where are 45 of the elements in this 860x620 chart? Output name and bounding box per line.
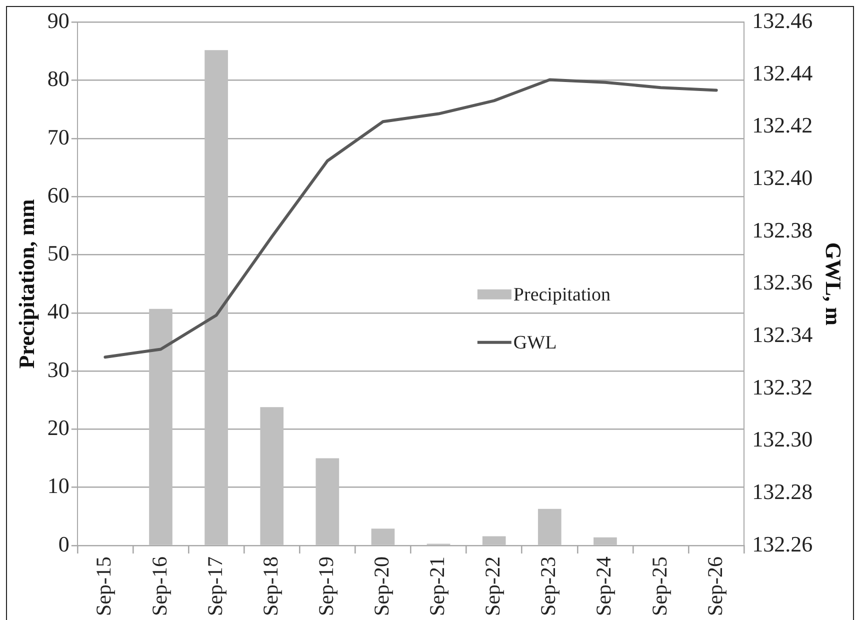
y2-axis-title: GWL, m: [821, 242, 846, 326]
y2-tick-label: 132.30: [752, 426, 813, 452]
y2-tick-label: 132.34: [752, 322, 813, 347]
y2-tick-label: 132.28: [752, 478, 813, 504]
x-tick-label: Sep-17: [202, 556, 227, 616]
x-tick-label: Sep-22: [480, 556, 505, 616]
y2-tick-label: 132.38: [752, 217, 813, 242]
x-tick-label: Sep-15: [92, 556, 116, 616]
x-tick-label: Sep-23: [536, 556, 560, 616]
bar: [538, 508, 562, 545]
y-tick-label: 0: [58, 531, 70, 556]
x-tick-label: Sep-21: [425, 556, 450, 616]
y2-tick-label: 132.40: [752, 164, 813, 190]
y2-tick-label: 132.36: [752, 270, 813, 295]
x-tick-label: Sep-19: [314, 556, 338, 616]
y-tick-label: 10: [47, 473, 70, 498]
y-tick-label: 60: [47, 182, 70, 208]
y-tick-label: 30: [47, 356, 70, 382]
y2-tick-label: 132.42: [752, 112, 813, 138]
x-tick-label: Sep-16: [147, 556, 172, 616]
bar: [371, 528, 395, 545]
legend-label: Precipitation: [513, 284, 612, 306]
y2-tick-label: 132.46: [752, 8, 813, 33]
bar: [594, 537, 617, 545]
y2-tick-label: 132.32: [752, 374, 813, 400]
bar: [316, 458, 340, 545]
y-tick-label: 80: [47, 66, 70, 92]
x-tick-label: Sep-25: [647, 556, 672, 616]
bar: [204, 50, 228, 545]
x-tick-label: Sep-26: [702, 556, 727, 616]
y-tick-label: 70: [47, 124, 70, 150]
y-tick-label: 50: [47, 240, 70, 266]
bar: [482, 536, 506, 545]
bar: [149, 308, 172, 545]
y-axis-title: Precipitation, mm: [14, 199, 39, 369]
y2-tick-label: 132.44: [752, 60, 813, 86]
bar: [260, 407, 284, 545]
x-tick-label: Sep-20: [369, 556, 394, 616]
y-tick-label: 20: [47, 415, 70, 440]
x-tick-label: Sep-18: [258, 556, 282, 616]
y2-tick-label: 132.26: [752, 531, 813, 556]
y-tick-label: 90: [47, 8, 70, 33]
x-tick-label: Sep-24: [592, 556, 616, 616]
y-tick-label: 40: [47, 298, 70, 324]
legend-label: GWL: [513, 332, 557, 354]
